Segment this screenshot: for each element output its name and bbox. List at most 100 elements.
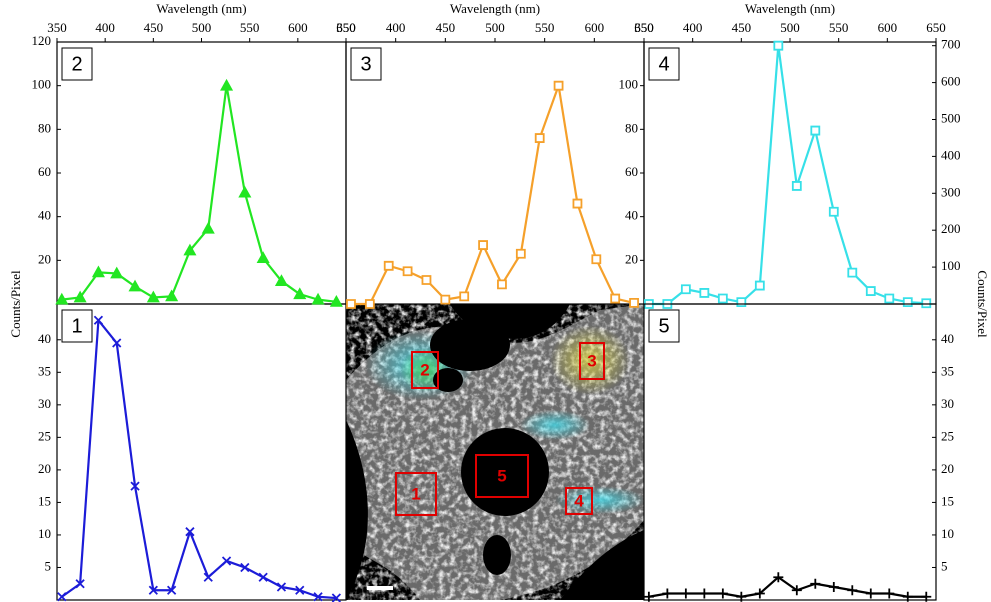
data-point [220,78,234,91]
region-label: 2 [420,360,429,379]
x-tick-label: 500 [192,20,212,35]
panel: 5 10 15 20 25 30 35 40 Counts/Pixel 1 [8,270,347,602]
y-tick-label: 300 [941,184,961,199]
panel: 350 400 450 500 550 600 650 Wavelength (nm) 20 40… [336,1,654,309]
y-axis-title: Counts/Pixel [975,270,990,338]
region-box [565,487,593,515]
data-point [295,585,305,595]
data-point [717,588,728,599]
data-point [717,293,728,304]
data-point [421,275,432,285]
data-point [364,299,375,309]
x-tick-label: 550 [240,20,260,35]
data-point [591,254,602,265]
y-tick-label: 40 [941,331,954,346]
data-point [478,240,488,250]
data-point [293,287,307,300]
x-axis-title: Wavelength (nm) [450,1,540,16]
panel-label-box [61,47,93,81]
data-point [329,294,343,307]
series-line [648,44,927,306]
data-point [902,591,913,602]
data-point [572,198,583,209]
panel-label-box [648,309,680,343]
data-point [610,293,621,304]
x-tick-label: 400 [386,20,406,35]
data-point [130,481,140,491]
panel-frame [643,303,937,601]
y-tick-label: 400 [941,147,961,162]
panel: 5 10 15 20 25 30 35 40 Counts/Pixel 5 [643,270,990,602]
data-point [629,298,639,308]
data-point [256,251,270,264]
data-point [902,297,913,308]
x-tick-label: 350 [634,20,654,35]
data-point [55,292,69,305]
y-tick-label: 15 [941,493,954,508]
x-tick-label: 550 [535,20,555,35]
data-point [699,588,710,599]
y-tick-label: 200 [941,221,961,236]
y-tick-label: 100 [619,77,639,92]
data-point [128,279,142,292]
y-tick-label: 100 [941,258,961,273]
data-point [440,294,451,305]
data-point [662,588,673,599]
region-box [579,342,605,380]
micrograph: 1 2 3 4 5 [346,304,644,600]
panel-label-box [648,47,680,81]
data-point [91,265,105,278]
data-point [680,588,691,599]
data-point [75,579,85,589]
data-point [680,284,691,295]
data-point [167,585,177,595]
y-tick-label: 35 [38,363,51,378]
data-point [828,206,839,217]
x-tick-label: 350 [47,20,67,35]
x-tick-label: 550 [829,20,849,35]
x-tick-label: 650 [336,20,356,35]
y-tick-label: 700 [941,37,961,52]
y-tick-label: 10 [38,526,51,541]
data-point [754,588,765,599]
series-line [61,84,337,303]
x-tick-label: 500 [780,20,800,35]
data-point [553,80,564,91]
data-point [146,290,160,303]
data-point [165,289,179,302]
data-point [185,527,195,537]
y-tick-label: 20 [38,461,51,476]
region-label: 1 [411,484,420,503]
y-tick-label: 80 [38,120,51,135]
x-tick-label: 450 [144,20,164,35]
data-point [402,266,413,277]
data-point [699,288,710,298]
y-tick-label: 25 [38,428,51,443]
data-point [383,260,394,271]
y-tick-label: 5 [45,558,52,573]
data-point [311,292,325,305]
x-tick-label: 450 [732,20,752,35]
panel-label-box [61,309,93,343]
data-point [754,280,765,291]
panel-label: 1 [71,315,82,337]
x-tick-label: 400 [95,20,115,35]
x-tick-label: 600 [585,20,605,35]
data-point [847,267,858,278]
x-tick-label: 350 [336,20,356,35]
data-point [773,572,784,583]
panel-frame [56,41,347,305]
data-point [346,299,356,309]
data-point [921,591,932,602]
data-point [221,556,232,566]
x-axis-title: Wavelength (nm) [745,1,835,16]
panel-frame [643,41,937,305]
data-point [736,591,747,602]
y-tick-label: 20 [625,251,638,266]
y-tick-label: 30 [941,396,954,411]
data-point [258,572,268,582]
data-point [274,274,288,286]
y-tick-label: 600 [941,74,961,89]
data-point [736,297,747,308]
